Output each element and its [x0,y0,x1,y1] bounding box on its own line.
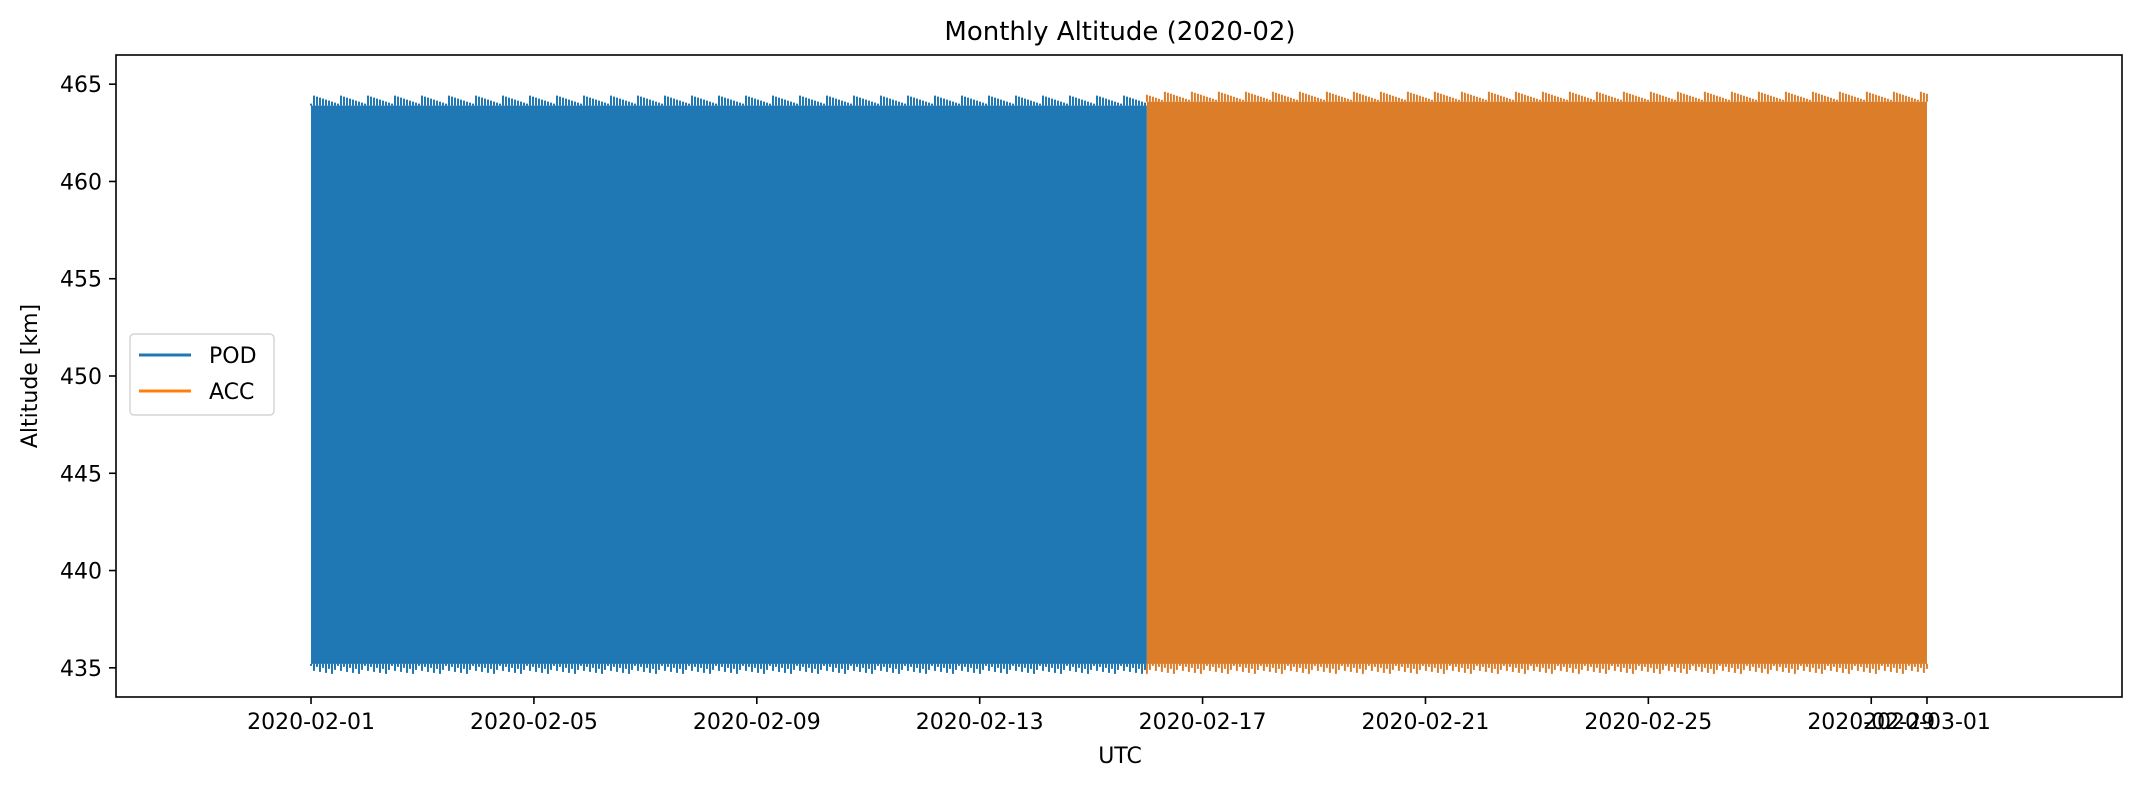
x-axis: 2020-02-01 2020-02-05 2020-02-09 2020-02-13… [247,697,1991,735]
y-tick-label: 455 [60,268,102,293]
x-tick-label: 2020-02-17 [1139,710,1267,735]
y-tick-label: 445 [60,462,102,487]
plot-area [310,91,1928,674]
x-tick-label: 2020-02-05 [470,710,598,735]
series-lower-edge [1145,663,1928,674]
y-tick-label: 435 [60,657,102,682]
x-tick-label: 2020-02-09 [693,710,821,735]
x-tick-label: 2020-03-01 [1863,710,1991,735]
y-tick-label: 465 [60,73,102,98]
series-band [1146,101,1927,664]
legend-label-pod: POD [209,344,257,369]
x-tick-label: 2020-02-21 [1362,710,1490,735]
y-axis-label: Altitude [km] [18,304,43,448]
legend: POD ACC [129,333,275,416]
legend-label-acc: ACC [209,380,254,405]
y-tick-label: 450 [60,365,102,390]
x-tick-label: 2020-02-01 [247,710,375,735]
y-axis: 435 440 445 450 455 460 465 [60,73,116,682]
series-upper-edge [310,95,1146,106]
y-tick-label: 460 [60,170,102,195]
chart-title: Monthly Altitude (2020-02) [944,17,1295,47]
y-tick-label: 440 [60,560,102,585]
x-tick-label: 2020-02-13 [916,710,1044,735]
series-upper-edge [1145,91,1928,102]
series-acc [1145,91,1928,674]
series-band [311,105,1147,664]
x-axis-label: UTC [1098,744,1142,769]
x-tick-label: 2020-02-25 [1584,710,1712,735]
series-pod [310,95,1147,674]
series-lower-edge [310,663,1146,674]
x-tick-label: 2020-02-29 [1807,710,1935,735]
